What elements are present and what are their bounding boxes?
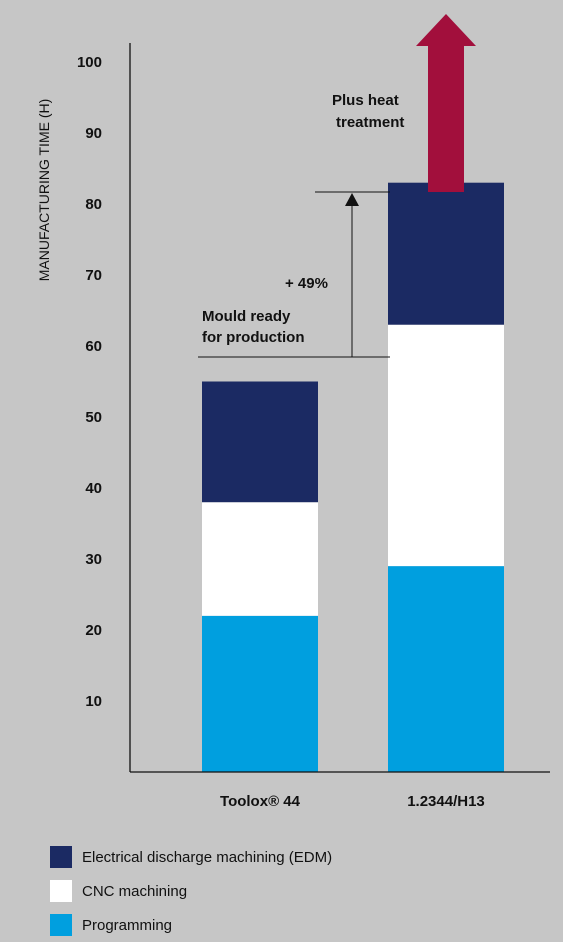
ready-annotation-line2: for production bbox=[202, 329, 304, 346]
heat-annotation-line1: Plus heat bbox=[332, 92, 399, 109]
y-tick-label-10: 10 bbox=[85, 693, 102, 710]
y-tick-label-100: 100 bbox=[77, 54, 102, 71]
y-tick-label-50: 50 bbox=[85, 409, 102, 426]
increase-arrow-head bbox=[345, 193, 359, 206]
legend: Electrical discharge machining (EDM) CNC… bbox=[50, 840, 332, 942]
y-ticks-group: 10 20 30 40 50 60 70 80 90 100 bbox=[77, 54, 102, 710]
legend-swatch-cnc bbox=[50, 880, 72, 902]
bar-1-2344-h13-electrical-discharge-machining-edm bbox=[388, 182, 504, 325]
heat-treatment-arrow bbox=[416, 14, 476, 192]
bar-chart: 10 20 30 40 50 60 70 80 90 100 MANUFACTURING TIME… bbox=[36, 14, 550, 810]
legend-label-programming: Programming bbox=[82, 916, 173, 934]
legend-item-edm: Electrical discharge machining (EDM) bbox=[50, 840, 332, 874]
y-tick-label-40: 40 bbox=[85, 480, 102, 497]
increase-annotation: + 49% bbox=[285, 275, 328, 292]
x-tick-label-toolox: Toolox® 44 bbox=[220, 793, 301, 810]
legend-swatch-edm bbox=[50, 846, 72, 868]
y-tick-label-20: 20 bbox=[85, 622, 102, 639]
bar-1-2344-h13-programming bbox=[388, 566, 504, 772]
annotations-group: Mould ready for production + 49% Plus he… bbox=[198, 14, 476, 358]
y-tick-label-60: 60 bbox=[85, 338, 102, 355]
bar-toolox-44-electrical-discharge-machining-edm bbox=[202, 381, 318, 503]
bars-group bbox=[202, 182, 504, 772]
legend-swatch-programming bbox=[50, 914, 72, 936]
y-tick-label-90: 90 bbox=[85, 125, 102, 142]
bar-toolox-44-cnc-machining bbox=[202, 502, 318, 616]
x-tick-label-h13: 1.2344/H13 bbox=[407, 793, 485, 810]
y-tick-label-30: 30 bbox=[85, 551, 102, 568]
bar-1-2344-h13-cnc-machining bbox=[388, 324, 504, 567]
legend-label-cnc: CNC machining bbox=[82, 882, 188, 900]
y-tick-label-70: 70 bbox=[85, 267, 102, 284]
ready-annotation-line1: Mould ready bbox=[202, 308, 291, 325]
bar-toolox-44-programming bbox=[202, 615, 318, 772]
legend-item-programming: Programming bbox=[50, 908, 332, 942]
y-tick-label-80: 80 bbox=[85, 196, 102, 213]
heat-annotation-line2: treatment bbox=[336, 114, 404, 131]
legend-label-edm: Electrical discharge machining (EDM) bbox=[82, 848, 333, 866]
legend-item-cnc: CNC machining bbox=[50, 874, 332, 908]
y-axis-label: MANUFACTURING TIME (H) bbox=[36, 99, 52, 282]
